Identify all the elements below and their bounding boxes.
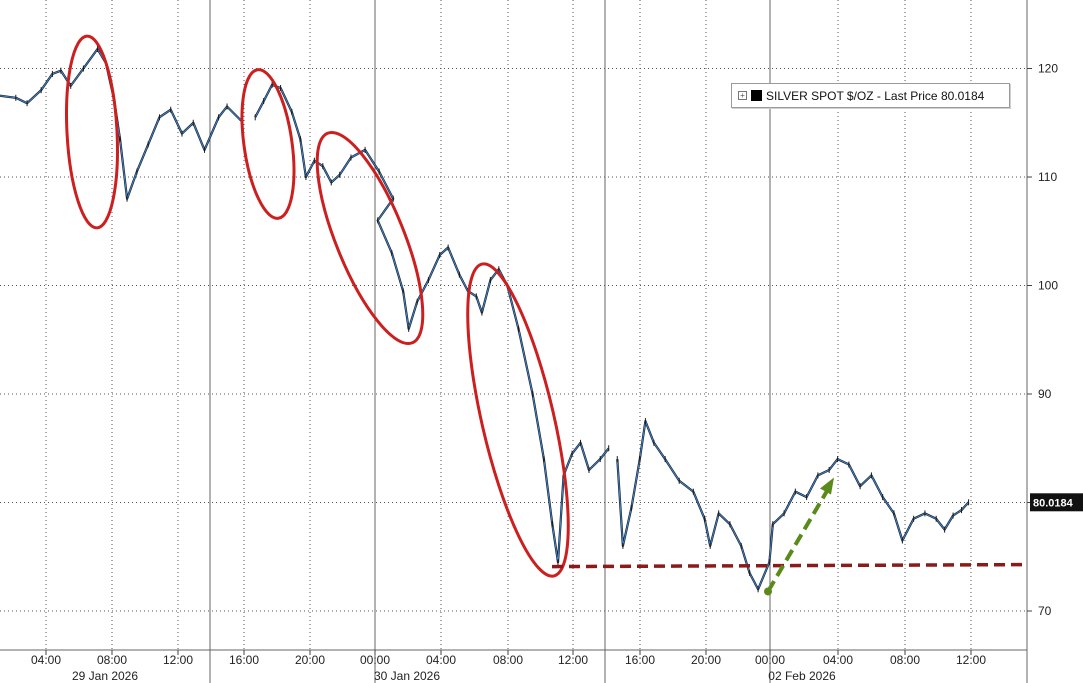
- expand-icon[interactable]: +: [738, 91, 747, 100]
- last-price-tag: [1030, 493, 1083, 512]
- highlight-ellipse: [240, 68, 296, 220]
- date-label: 30 Jan 2026: [374, 669, 440, 683]
- x-tick-label: 04:00: [823, 653, 853, 667]
- x-tick-label: 08:00: [890, 653, 920, 667]
- series-line: [0, 48, 242, 200]
- annotations: [65, 34, 1028, 596]
- y-tick-label: 110: [1038, 170, 1057, 184]
- x-tick-label: 12:00: [163, 653, 193, 667]
- session-separators: [0, 0, 1028, 683]
- highlight-ellipse: [466, 262, 570, 578]
- y-tick-label: 100: [1038, 279, 1058, 293]
- legend-label: SILVER SPOT $/OZ - Last Price 80.0184: [766, 88, 985, 103]
- x-tick-label: 04:00: [31, 653, 61, 667]
- series-line-outline: [254, 83, 610, 564]
- x-tick-label: 16:00: [625, 653, 655, 667]
- x-tick-label: 12:00: [956, 653, 986, 667]
- x-tick-label: 12:00: [558, 653, 588, 667]
- legend[interactable]: + SILVER SPOT $/OZ - Last Price 80.0184: [731, 83, 1010, 108]
- series-swatch-icon: [751, 90, 762, 101]
- y-tick-label: 70: [1038, 604, 1052, 618]
- x-tick-label: 00:00: [360, 653, 390, 667]
- recovery-arrow-shaft: [766, 486, 831, 593]
- x-tick-label: 08:00: [493, 653, 523, 667]
- x-tick-label: 04:00: [426, 653, 456, 667]
- highlight-ellipse: [315, 130, 425, 346]
- x-tick-label: 20:00: [691, 653, 721, 667]
- x-tick-label: 00:00: [755, 653, 785, 667]
- last-price-label: 80.0184: [1033, 497, 1074, 509]
- series-line: [254, 84, 610, 563]
- y-axis: 70809010011012080.0184: [1027, 62, 1083, 618]
- y-tick-label: 90: [1038, 387, 1052, 401]
- date-label: 02 Feb 2026: [768, 669, 836, 683]
- recovery-arrow-start: [764, 587, 772, 596]
- support-line: [551, 562, 1028, 569]
- highlight-ellipse: [65, 34, 119, 230]
- date-label: 29 Jan 2026: [72, 669, 138, 683]
- series-line-outline: [0, 47, 242, 200]
- x-tick-label: 08:00: [97, 653, 127, 667]
- x-tick-label: 20:00: [295, 653, 325, 667]
- x-tick-label: 16:00: [229, 653, 259, 667]
- y-tick-label: 120: [1038, 62, 1058, 76]
- grid: [0, 0, 1027, 650]
- recovery-arrow-head: [820, 477, 834, 495]
- price-series: [0, 45, 970, 593]
- x-axis: 04:00 08:00 12:00 16:00 20:00 00:00 04:00 08:00…: [31, 650, 986, 683]
